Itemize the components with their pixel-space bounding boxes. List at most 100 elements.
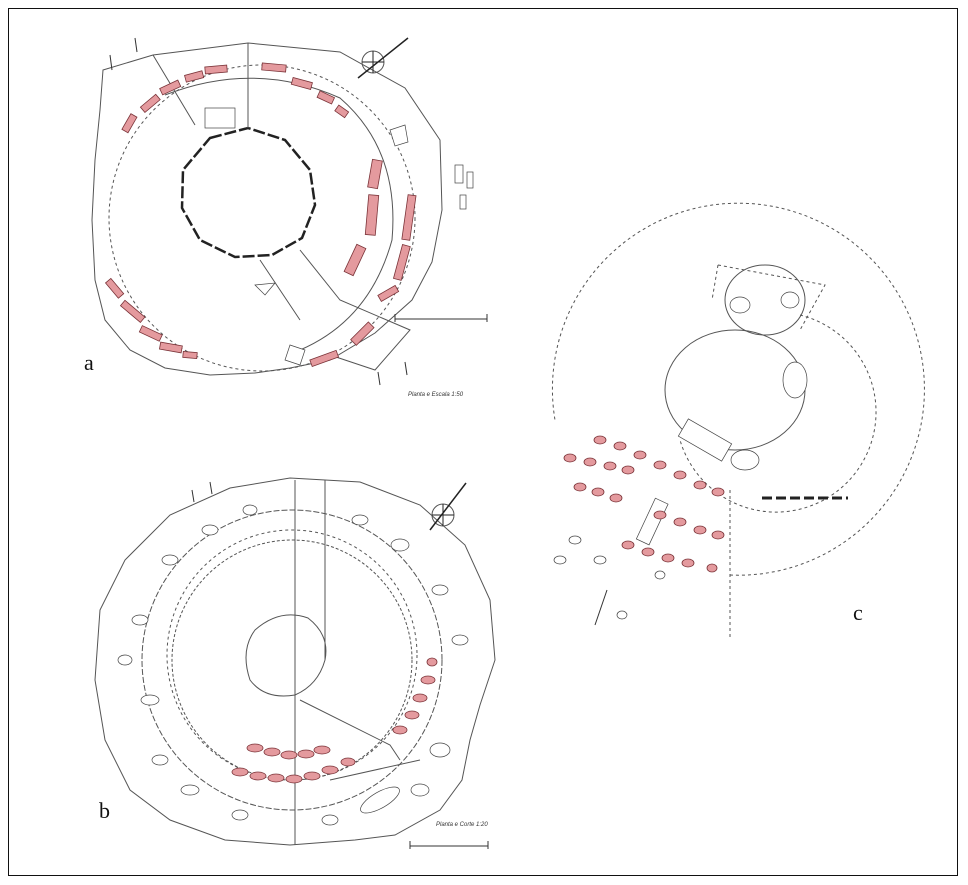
stone: [780, 291, 800, 309]
stone: [309, 349, 340, 368]
panel-c-corridor-stones: [635, 291, 808, 546]
stone: [553, 555, 567, 565]
stone: [360, 786, 400, 814]
stone: [603, 461, 617, 471]
stone: [635, 497, 669, 546]
panel-a-label: a: [84, 350, 94, 375]
stone: [249, 771, 267, 781]
stone: [246, 743, 264, 753]
stone: [104, 277, 125, 299]
stone: [621, 540, 635, 550]
stone: [263, 747, 281, 757]
stone: [131, 614, 149, 626]
stone: [204, 107, 236, 129]
panel-b-outer-outline: [94, 477, 496, 846]
stone: [673, 470, 687, 480]
stone: [313, 745, 331, 755]
north-arrow-icon: [357, 37, 409, 79]
stone: [119, 299, 146, 323]
stone: [321, 765, 339, 775]
panel-b-central-chamber: [245, 614, 327, 697]
stone: [297, 749, 315, 759]
stone: [782, 361, 808, 399]
stone: [242, 504, 258, 516]
stone: [334, 104, 350, 119]
panel-b-plan: Planta e Corte 1:20 b: [94, 477, 496, 849]
panel-a-scale-note: Planta e Escala 1:50: [408, 392, 464, 398]
stone: [151, 754, 169, 766]
stone: [616, 610, 628, 620]
stone: [321, 814, 339, 826]
stone: [466, 171, 474, 189]
stone: [138, 325, 163, 342]
stone: [351, 514, 369, 526]
panel-c-marker-line: [594, 589, 608, 626]
panel-c-highlighted-stones: [563, 435, 725, 573]
stone: [303, 771, 321, 781]
stone: [613, 441, 627, 451]
stone: [204, 64, 228, 75]
stone: [201, 524, 219, 536]
stone: [139, 93, 161, 114]
stone: [681, 558, 695, 568]
stone: [343, 243, 367, 277]
stone: [653, 510, 667, 520]
stone: [267, 773, 285, 783]
stone: [364, 194, 380, 236]
stone: [316, 90, 336, 105]
stone: [654, 570, 666, 580]
stone: [389, 124, 409, 147]
stone: [621, 465, 635, 475]
stone: [285, 774, 303, 784]
stone: [159, 79, 182, 96]
panel-a-outline-stones: [204, 107, 474, 366]
stone: [184, 70, 205, 83]
panel-b-rubble-stones: [117, 504, 469, 826]
stone: [367, 158, 383, 190]
stone: [410, 783, 430, 797]
stone: [392, 725, 408, 735]
stone: [730, 449, 760, 471]
panel-b-corridor: [294, 480, 421, 845]
stone: [231, 809, 249, 821]
stone: [563, 453, 577, 463]
stone: [280, 750, 298, 760]
stone: [412, 693, 428, 703]
stone: [121, 113, 138, 134]
stone: [661, 553, 675, 563]
stone: [573, 482, 587, 492]
stone: [390, 538, 410, 552]
panel-b-label: b: [99, 798, 110, 823]
stone: [641, 547, 655, 557]
stone: [182, 350, 198, 360]
stone: [426, 657, 438, 667]
panel-a-outer-outline: [91, 42, 443, 376]
stone: [706, 563, 718, 573]
panel-b-ring-wall: [141, 509, 443, 811]
panel-c-outer-dashed-circle: [551, 202, 925, 576]
scale-bar-icon: [409, 841, 489, 849]
stone: [583, 457, 597, 467]
panel-a-highlighted-stones: [104, 62, 417, 368]
stone: [429, 742, 451, 758]
stone: [593, 555, 607, 565]
stone: [401, 194, 417, 241]
stone: [404, 710, 420, 720]
panel-c-label: c: [853, 600, 863, 625]
panel-a-central-chamber: [180, 126, 317, 259]
stone: [117, 654, 133, 666]
stone: [159, 341, 183, 354]
stone: [459, 194, 467, 210]
stone: [711, 530, 725, 540]
scale-bar-icon: [394, 314, 488, 322]
stone: [290, 77, 313, 90]
stone: [140, 694, 160, 706]
stone: [392, 244, 411, 281]
panel-c-inner-dashed-circle: [679, 314, 877, 513]
stone: [420, 675, 436, 685]
stone: [593, 435, 607, 445]
stone: [254, 282, 276, 296]
panel-c-upper-chamber: [724, 264, 806, 336]
stone: [284, 344, 306, 366]
